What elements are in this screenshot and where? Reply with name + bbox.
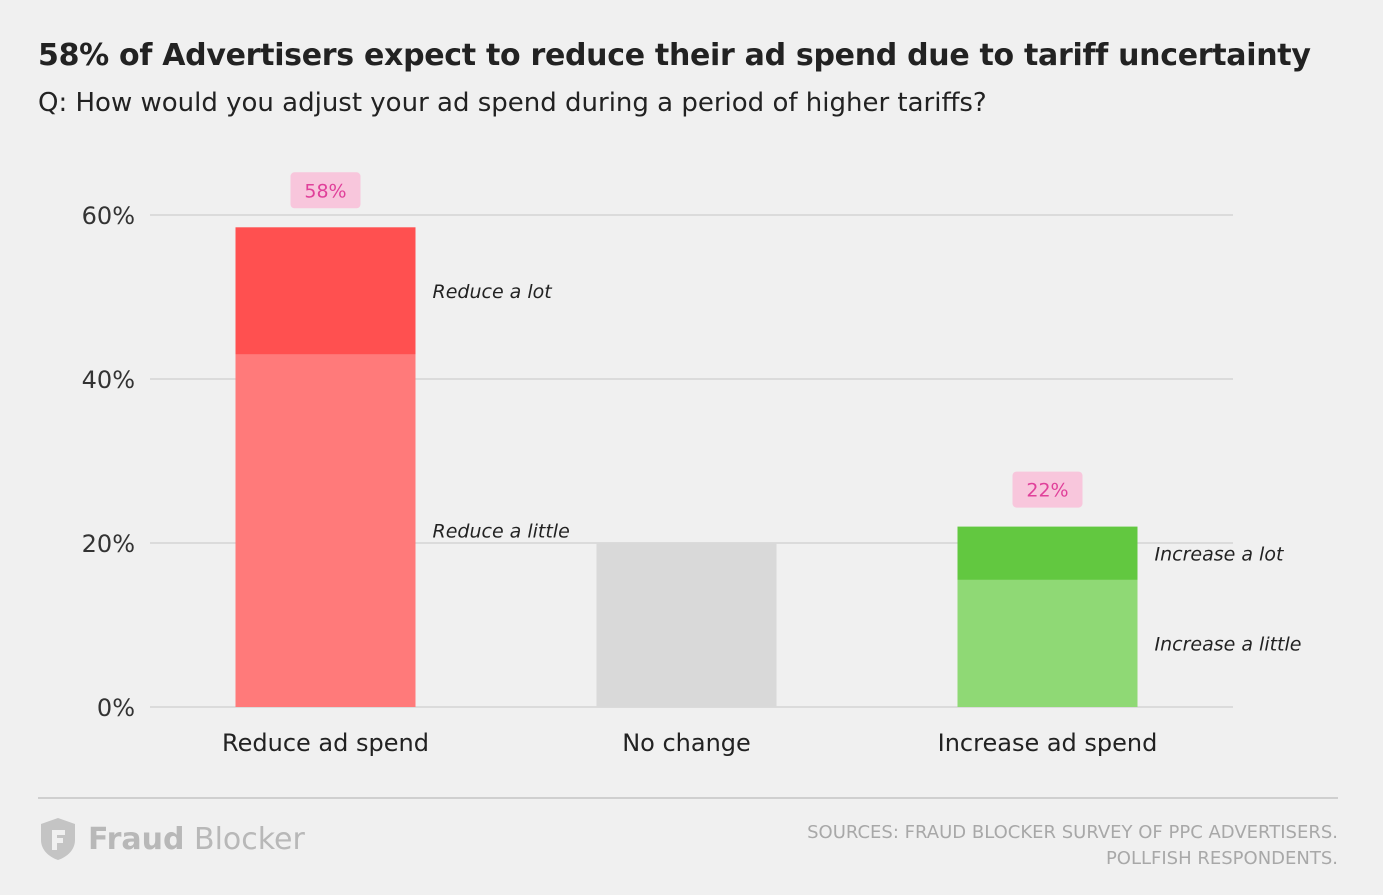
- footer-divider: [38, 797, 1338, 799]
- total-label: 58%: [304, 180, 346, 202]
- bar-chart: 0% 20% 40% 60% Reduce a little Reduce a lot 58…: [82, 172, 1302, 757]
- shield-logo-icon: [41, 818, 75, 860]
- bar-segment: [596, 543, 777, 707]
- y-tick-label: 40%: [82, 366, 135, 394]
- segment-label: Reduce a lot: [433, 281, 554, 303]
- total-label-badge: [290, 172, 361, 209]
- y-tick-label: 20%: [82, 530, 135, 558]
- x-tick-label: No change: [622, 729, 751, 757]
- bar-segment: [957, 526, 1138, 580]
- chart-title: 58% of Advertisers expect to reduce thei…: [38, 38, 1311, 73]
- segment-label: Reduce a little: [433, 521, 570, 543]
- sources-line-2: POLLFISH RESPONDENTS.: [1105, 848, 1338, 869]
- brand-logo: Fraud Blocker: [38, 815, 305, 863]
- total-label: 22%: [1026, 480, 1068, 502]
- bar-segment: [235, 227, 416, 355]
- sources-note: SOURCES: FRAUD BLOCKER SURVEY OF PPC ADV…: [807, 820, 1338, 872]
- chart-subtitle: Q: How would you adjust your ad spend du…: [38, 88, 987, 118]
- logo-text-light: Blocker: [184, 821, 305, 857]
- x-tick-label: Reduce ad spend: [222, 729, 429, 757]
- y-tick-label: 60%: [82, 202, 135, 230]
- logo-text: Fraud Blocker: [88, 822, 305, 857]
- x-tick-label: Increase ad spend: [938, 729, 1158, 757]
- y-tick-label: 0%: [97, 694, 135, 722]
- sources-line-1: SOURCES: FRAUD BLOCKER SURVEY OF PPC ADV…: [807, 822, 1338, 843]
- segment-label: Increase a little: [1155, 633, 1302, 655]
- segment-label: Increase a lot: [1155, 543, 1285, 565]
- bar-segment: [957, 579, 1138, 707]
- bar-segment: [235, 354, 416, 707]
- logo-text-bold: Fraud: [88, 821, 185, 857]
- total-label-badge: [1012, 471, 1083, 508]
